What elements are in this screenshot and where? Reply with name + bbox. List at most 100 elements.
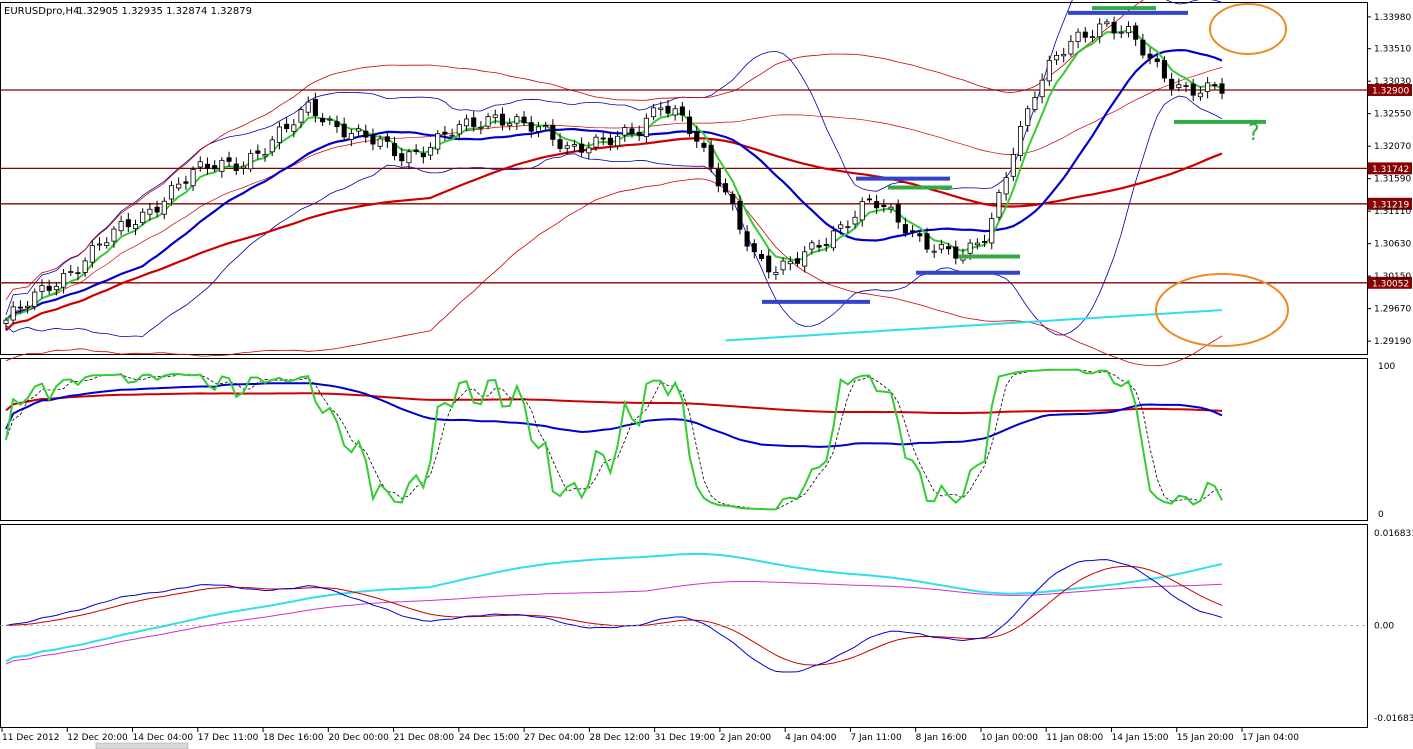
candle-body (996, 192, 1002, 218)
candle-body (248, 153, 254, 170)
candle-body (435, 133, 441, 150)
candle-body (550, 125, 556, 140)
macd-cyan-line (5, 552, 1223, 663)
price-tick-label-3: 1.32550 (1374, 110, 1411, 120)
level-tag-2 (1368, 197, 1412, 210)
candle-body (845, 226, 851, 229)
time-tick-label-8: 27 Dec 04:00 (524, 733, 585, 743)
candle-body (449, 134, 455, 137)
horizontal-scrollbar[interactable] (95, 742, 189, 749)
candle-body (384, 136, 390, 142)
ma-fast-line (5, 29, 1223, 322)
time-tick-label-17: 14 Jan 15:00 (1111, 733, 1168, 743)
candle-body (586, 147, 592, 154)
candle-body (665, 105, 671, 114)
level-tag-0 (1368, 84, 1412, 96)
candle-body (1061, 53, 1067, 57)
candle-body (514, 116, 520, 124)
candle-body (953, 246, 959, 259)
candle-body (1025, 108, 1031, 126)
candle-body (262, 154, 268, 157)
chart-symbol: EURUSDpro,H4 (4, 6, 79, 17)
candle-body (794, 258, 801, 264)
ma-slow-line (5, 137, 1223, 332)
candle-body (679, 106, 685, 116)
candle-body (284, 123, 290, 130)
candle-body (1147, 53, 1153, 59)
price-tick-label-5: 1.31590 (1374, 175, 1411, 185)
candle-body (881, 204, 887, 207)
level-tag-label-1: 1.31742 (1372, 165, 1409, 175)
candle-body (629, 128, 635, 134)
support-resistance-markers (762, 6, 1266, 304)
time-tick-label-9: 28 Dec 12:00 (589, 733, 650, 743)
level-tag-label-0: 1.32900 (1372, 87, 1409, 97)
candle-body (744, 231, 750, 247)
time-tick-label-5: 20 Dec 00:00 (328, 733, 389, 743)
candle-body (154, 206, 160, 213)
candle-body (1154, 58, 1160, 63)
candle-body (730, 193, 736, 205)
price-tick-label-2: 1.33030 (1374, 77, 1411, 87)
bollinger-lower-red (5, 178, 1223, 367)
candle-body (204, 163, 211, 169)
candle-body (46, 285, 52, 291)
candle-body (276, 126, 282, 144)
candle-body (1111, 21, 1117, 34)
candle-body (413, 149, 419, 152)
candle-body (938, 244, 944, 250)
candle-body (636, 131, 642, 136)
candle-body (233, 163, 239, 171)
candle-body (643, 117, 649, 138)
candle-body (442, 131, 448, 135)
candle-body (89, 245, 95, 263)
price-tick-label-6: 1.31110 (1374, 207, 1411, 217)
time-tick-label-4: 18 Dec 16:00 (263, 733, 324, 743)
macd-blue-line (5, 559, 1223, 673)
candle-body (557, 139, 563, 149)
macd-tick-label-1: 0.00 (1374, 622, 1394, 632)
chart-ohlc: 1.32905 1.32935 1.32874 1.32879 (77, 6, 252, 17)
candle-body (391, 143, 398, 157)
question-mark-annotation: ? (1248, 121, 1260, 146)
candle-body (427, 147, 434, 156)
candle-body (312, 99, 318, 117)
candle-body (363, 130, 369, 138)
stoch-tick-label-1: 0 (1378, 510, 1384, 520)
candle-body (1017, 125, 1024, 156)
candle-body (53, 285, 59, 291)
time-tick-label-15: 10 Jan 00:00 (981, 733, 1038, 743)
time-tick-label-19: 17 Jan 04:00 (1242, 733, 1299, 743)
time-tick-label-2: 14 Dec 04:00 (133, 733, 194, 743)
candle-body (1003, 177, 1009, 195)
candle-body (1169, 78, 1175, 90)
candle-body (658, 107, 664, 110)
candle-body (838, 224, 844, 229)
candle-body (327, 118, 333, 121)
price-tick-label-9: 1.29670 (1374, 305, 1411, 315)
main-panel-frame (0, 2, 1368, 355)
candle-body (564, 145, 570, 149)
candle-body (528, 122, 534, 132)
price-tick-label-0: 1.33980 (1374, 13, 1411, 23)
candle-body (895, 204, 901, 223)
time-axis: 11 Dec 2012 12 Dec 20:00 14 Dec 04:00 17 De… (1, 728, 1299, 743)
bollinger-lower-blue (5, 95, 1223, 338)
candle-body (859, 201, 865, 221)
candle-body (989, 218, 995, 244)
time-tick-label-11: 2 Jan 20:00 (720, 733, 772, 743)
candle-body (931, 250, 937, 253)
time-tick-label-13: 7 Jan 11:00 (850, 733, 902, 743)
horizontal-levels: 1.32900 1.31742 1.31219 1.30052 (0, 84, 1412, 289)
candle-body (478, 126, 484, 129)
stoch-green-line (5, 368, 1223, 511)
time-tick-label-3: 17 Dec 11:00 (198, 733, 259, 743)
candle-body (68, 271, 74, 273)
candle-body (320, 117, 326, 123)
candle-body (305, 101, 311, 113)
candle-body (104, 242, 110, 246)
candle-body (507, 123, 513, 127)
candle-body (809, 242, 815, 250)
candle-body (1176, 84, 1182, 89)
